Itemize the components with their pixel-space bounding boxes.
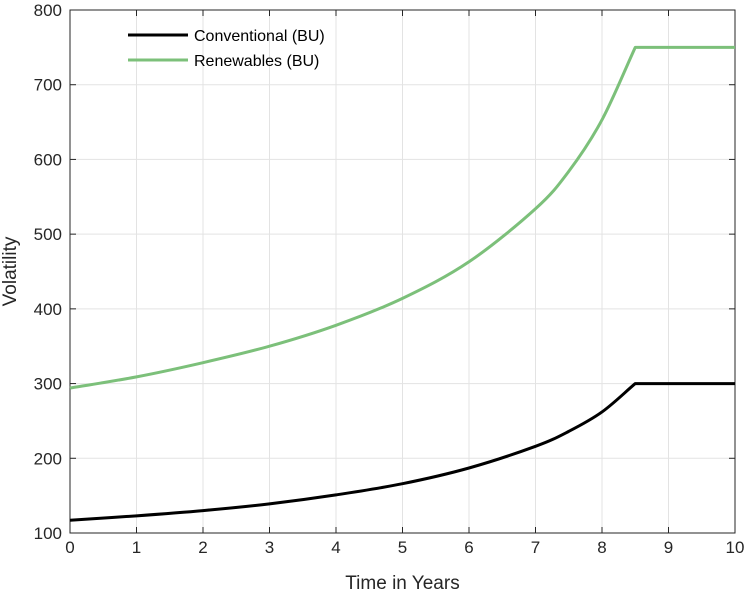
series-line-renewables-bu xyxy=(69,45,735,390)
x-axis-label: Time in Years xyxy=(345,573,459,594)
legend: Conventional (BU) Renewables (BU) xyxy=(128,28,325,70)
y-tick-label: 600 xyxy=(34,150,62,169)
y-tick-label: 400 xyxy=(34,300,62,319)
x-tick-label: 9 xyxy=(664,538,673,557)
y-tick-label: 700 xyxy=(34,76,62,95)
x-tick-label: 2 xyxy=(198,538,207,557)
x-tick-label: 7 xyxy=(531,538,540,557)
y-tick-label: 300 xyxy=(34,375,62,394)
legend-label-conventional-bu: Conventional (BU) xyxy=(194,28,325,45)
legend-label-renewables-bu: Renewables (BU) xyxy=(194,53,319,70)
x-tick-label: 8 xyxy=(597,538,606,557)
axis-ticks: 0 1 2 3 4 5 6 7 8 9 10 100 200 300 400 500 600 700 800 xyxy=(34,1,745,557)
x-tick-label: 6 xyxy=(464,538,473,557)
y-tick-label: 500 xyxy=(34,225,62,244)
x-tick-label: 4 xyxy=(331,538,340,557)
x-tick-label: 3 xyxy=(265,538,274,557)
series-line-conventional-bu xyxy=(69,382,735,522)
x-tick-label: 5 xyxy=(398,538,407,557)
y-tick-label: 200 xyxy=(34,449,62,468)
grid-lines xyxy=(69,9,736,534)
x-tick-label: 0 xyxy=(65,538,74,557)
x-tick-label: 1 xyxy=(132,538,141,557)
series-lines xyxy=(69,45,735,522)
y-tick-label: 800 xyxy=(34,1,62,20)
y-tick-label: 100 xyxy=(34,524,62,543)
x-tick-label: 10 xyxy=(726,538,745,557)
y-axis-label: Volatility xyxy=(0,236,21,306)
